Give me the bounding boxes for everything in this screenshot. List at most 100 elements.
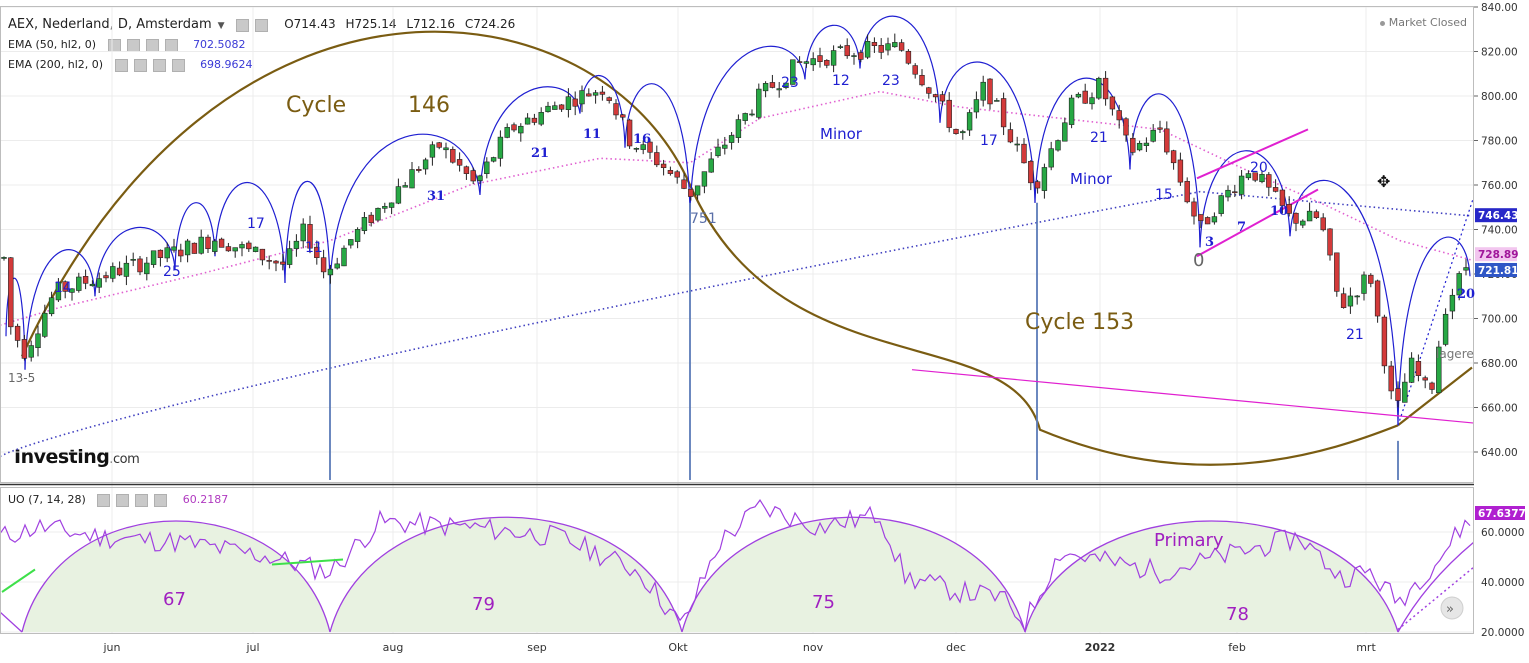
symbol-title[interactable]: AEX, Nederland, D, Amsterdam bbox=[8, 17, 212, 32]
candle-body bbox=[1123, 118, 1129, 136]
close-icon[interactable] bbox=[154, 493, 168, 507]
candle-body bbox=[130, 258, 136, 261]
candle-body bbox=[1422, 377, 1428, 381]
candle-body bbox=[341, 247, 347, 267]
candle-body bbox=[538, 112, 544, 125]
candle-body bbox=[565, 96, 572, 111]
wave-count-label: 7 bbox=[1237, 220, 1246, 235]
candle-body bbox=[973, 99, 980, 113]
candle-body bbox=[824, 60, 830, 66]
candle-body bbox=[436, 142, 442, 148]
candle-body bbox=[701, 171, 708, 187]
ema200-label[interactable]: EMA (200, hl2, 0) bbox=[8, 58, 104, 71]
candle-body bbox=[1211, 216, 1218, 223]
candle-body bbox=[361, 217, 368, 231]
last-price-label-bg bbox=[1475, 262, 1517, 277]
candle-body bbox=[144, 262, 150, 275]
wave-count-label: 14 bbox=[54, 280, 72, 296]
gear-icon[interactable] bbox=[116, 493, 130, 507]
channel-upper-line bbox=[1196, 128, 1309, 180]
annotations: Cycle 146 Cycle 153 Minor Minor 13-5 0 lagere 14… bbox=[8, 73, 1475, 625]
candle-body bbox=[1225, 189, 1231, 198]
ema50-label[interactable]: EMA (50, hl2, 0) bbox=[8, 38, 97, 51]
candle-body bbox=[545, 105, 551, 113]
candle-body bbox=[246, 242, 252, 250]
uo-buttons[interactable] bbox=[97, 493, 173, 507]
scroll-right-button[interactable] bbox=[1440, 596, 1464, 620]
candle-body bbox=[620, 114, 626, 118]
eye-icon[interactable] bbox=[97, 493, 111, 507]
candle-body bbox=[579, 90, 585, 105]
ema50-price-label: 728.89 bbox=[1478, 249, 1519, 261]
minor-cycle-arc bbox=[689, 45, 806, 212]
candle-body bbox=[871, 42, 878, 47]
candle-body bbox=[42, 312, 48, 337]
close-icon[interactable] bbox=[171, 58, 185, 72]
candle-body bbox=[708, 158, 714, 173]
chevron-down-icon[interactable]: ▼ bbox=[217, 21, 225, 31]
ema200-buttons[interactable] bbox=[114, 58, 191, 72]
wave-count-label: 17 bbox=[247, 216, 265, 232]
open-value: O714.43 bbox=[284, 17, 336, 31]
candle-body bbox=[742, 113, 748, 121]
candle-body bbox=[769, 82, 776, 88]
candle-body bbox=[1062, 122, 1068, 142]
candle-body bbox=[1096, 77, 1102, 99]
candle-body bbox=[1204, 217, 1211, 225]
candle-body bbox=[259, 248, 266, 261]
candle-body bbox=[178, 249, 184, 257]
candle-body bbox=[592, 92, 599, 96]
logo-suffix: .com bbox=[109, 452, 140, 467]
candle-body bbox=[116, 267, 123, 276]
gear-icon[interactable] bbox=[152, 58, 166, 72]
candle-body bbox=[552, 105, 558, 110]
uo-label[interactable]: UO (7, 14, 28) bbox=[8, 493, 86, 506]
candle-body bbox=[1361, 274, 1367, 294]
eye-icon[interactable] bbox=[114, 58, 128, 72]
candle-body bbox=[1218, 195, 1224, 214]
candle-body bbox=[892, 42, 898, 48]
indicator-buttons[interactable] bbox=[236, 18, 274, 32]
minor-cycle-arc bbox=[94, 226, 176, 297]
candle-body bbox=[110, 266, 116, 279]
price-overlays bbox=[0, 15, 1474, 480]
candle-body bbox=[470, 170, 476, 182]
candle-body bbox=[1327, 228, 1333, 256]
candle-body bbox=[790, 59, 796, 85]
eye-icon[interactable] bbox=[236, 18, 250, 32]
market-status-text: Market Closed bbox=[1388, 16, 1467, 29]
time-tick-label: jul bbox=[245, 641, 259, 654]
candle-body bbox=[1313, 211, 1320, 218]
uo-tick-label: 40.0000 bbox=[1481, 577, 1524, 589]
candle-body bbox=[994, 100, 1000, 102]
uo-green-trend-2 bbox=[271, 558, 344, 566]
time-tick-label: sep bbox=[527, 641, 546, 654]
uo-arch bbox=[1024, 520, 1399, 633]
candle-body bbox=[286, 248, 293, 265]
minor-cycle-arc bbox=[24, 249, 96, 370]
minor-cycle-arc bbox=[1397, 236, 1471, 426]
candle-body bbox=[1415, 361, 1422, 376]
candle-body bbox=[416, 168, 422, 171]
gear-icon[interactable] bbox=[255, 18, 269, 32]
channel-lower-line bbox=[1196, 188, 1319, 258]
candle-body bbox=[280, 261, 286, 265]
candle-body bbox=[225, 246, 232, 252]
gear-icon[interactable] bbox=[133, 58, 147, 72]
candle-body bbox=[878, 44, 884, 53]
ema200-value: 698.9624 bbox=[200, 58, 253, 71]
candle-body bbox=[735, 119, 742, 138]
candle-body bbox=[1463, 267, 1469, 271]
candle-body bbox=[1429, 382, 1435, 390]
candle-body bbox=[1334, 252, 1340, 292]
cycle-helper bbox=[690, 185, 1040, 430]
double-chevron-icon: » bbox=[1446, 602, 1454, 617]
candle-body bbox=[1293, 212, 1299, 224]
candle-body bbox=[898, 42, 905, 51]
candle-body bbox=[1055, 140, 1061, 151]
wave-count-label: 23 bbox=[781, 75, 799, 91]
minor-label-2: Minor bbox=[1070, 170, 1113, 188]
candle-body bbox=[1130, 137, 1136, 153]
gear-icon[interactable] bbox=[135, 493, 149, 507]
